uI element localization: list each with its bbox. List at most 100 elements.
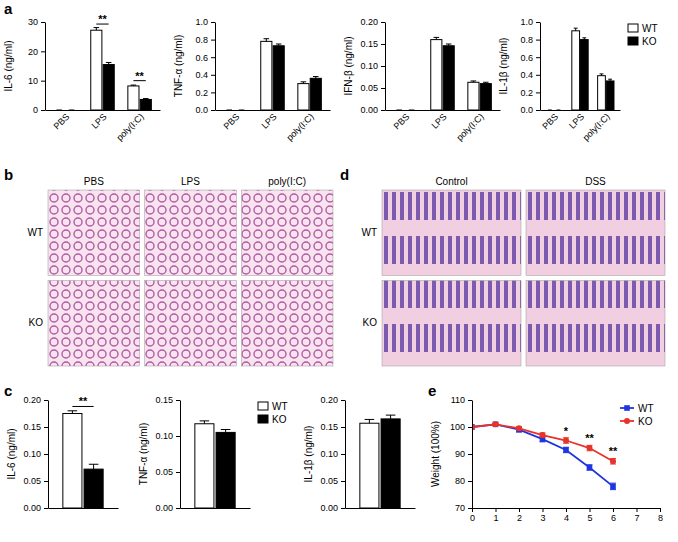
tick-label: 20 (28, 47, 38, 57)
axis: 0.00.20.40.60.81.0 (195, 17, 215, 115)
tick-mark (496, 508, 497, 512)
axis: 0.000.050.100.150.20 (360, 17, 385, 115)
tick-mark (44, 454, 48, 455)
y-axis-title: IL-6 (ng/ml) (6, 428, 17, 479)
tick-mark (468, 454, 472, 455)
micrograph (241, 281, 333, 367)
error-cap (483, 82, 489, 83)
tick-label: 100 (450, 422, 465, 432)
tick-label: 1 (493, 513, 498, 523)
tick: 2 (517, 508, 522, 523)
significance-label: ** (609, 445, 618, 457)
axis: 0.000.050.100.15 (155, 395, 180, 513)
error-cap (600, 73, 604, 74)
tick: 0.05 (360, 83, 385, 93)
marker (563, 438, 569, 444)
tick-label: 4 (564, 513, 569, 523)
tick: poly(I:C) (285, 110, 316, 143)
chart: 0.000.050.100.150.20IL-6 (ng/ml)** (6, 395, 119, 513)
tick-label: 0.05 (320, 476, 338, 486)
panel-label: a (4, 0, 13, 17)
tick: 1 (493, 508, 498, 523)
error-bar (94, 28, 100, 31)
tick-label: 0.00 (360, 105, 378, 115)
marker (493, 421, 499, 427)
tick: 0 (33, 105, 45, 115)
error-cap (264, 38, 270, 39)
error-bar (471, 81, 477, 82)
error-bar (386, 415, 396, 419)
tick: 0.8 (520, 35, 540, 45)
error-cap (313, 76, 319, 77)
error-bar (276, 44, 282, 46)
chart: PBSLPSpoly(I:C)0.00.20.40.60.81.0TNF-α (… (173, 17, 331, 142)
tick-label: 0.20 (360, 17, 378, 27)
tick-mark (381, 110, 385, 111)
axis: PBSLPSpoly(I:C) (46, 110, 161, 143)
tick-mark (543, 508, 544, 512)
chart: PBSLPSpoly(I:C)0102030IL-6 (ng/ml)**** (3, 13, 161, 143)
tick-mark (468, 508, 472, 509)
tick: 0.4 (195, 70, 215, 80)
error-bar (610, 483, 616, 489)
tick: 30 (28, 17, 45, 27)
bar (261, 41, 272, 110)
error-line (390, 415, 391, 419)
micrograph (48, 190, 140, 276)
tick-mark (381, 88, 385, 89)
bar (128, 86, 139, 110)
marker (563, 447, 569, 453)
tick-mark (468, 427, 472, 428)
y-axis-title: TNF-α (ng/ml) (138, 423, 149, 485)
tick-label: 0.20 (23, 395, 41, 405)
legend-swatch (258, 415, 268, 423)
y-axis-title: IL-1β (ng/ml) (498, 38, 509, 95)
bar (298, 84, 309, 110)
error-cap (68, 410, 78, 411)
row-label: KO (363, 317, 378, 328)
axis: PBSLPSpoly(I:C) (216, 110, 331, 143)
tick: 5 (587, 508, 592, 523)
plot-area (63, 411, 103, 508)
tick-label: 0.6 (520, 53, 533, 63)
tick-label: 0 (33, 105, 38, 115)
error-cap (276, 44, 282, 45)
tick: 80 (455, 476, 472, 486)
plot-area (472, 421, 616, 489)
axis (346, 508, 416, 510)
tick-label: 1.0 (520, 17, 533, 27)
axis-line (472, 401, 473, 509)
tick-label: poly(I:C) (455, 112, 486, 143)
y-axis-title: IL-1β (ng/ml) (303, 426, 314, 483)
axis-line (386, 110, 501, 111)
row-label: KO (29, 317, 44, 328)
micrograph (382, 281, 521, 367)
bar (468, 82, 479, 110)
tick-mark (211, 57, 215, 58)
figure: abcdePBSLPSpoly(I:C)WTKOControlDSSWTKOPB… (0, 0, 678, 542)
plot-area (360, 415, 400, 508)
tick-mark (613, 508, 614, 512)
micrograph (526, 190, 665, 276)
error-bar (365, 419, 375, 423)
error-bar (540, 433, 546, 437)
error-cap (200, 420, 210, 421)
tick-label: LPS (429, 112, 448, 131)
tick: poly(I:C) (581, 110, 612, 143)
chart: 012345678708090100110Weight (100%)*****W… (430, 395, 663, 523)
tick-mark (566, 508, 567, 512)
tick-label: poly(I:C) (115, 112, 146, 143)
tick-mark (341, 481, 345, 482)
tick: PBS (392, 110, 412, 131)
tick-label: 0.15 (360, 39, 378, 49)
bar (381, 419, 400, 508)
tick-label: 0.10 (23, 449, 41, 459)
tick-mark (536, 110, 540, 111)
tick: 90 (455, 449, 472, 459)
tick-mark (211, 22, 215, 23)
plot-area (548, 28, 614, 110)
panel-label: e (428, 382, 436, 399)
tick: 0.05 (320, 476, 345, 486)
error-bar (221, 430, 231, 433)
bar (580, 40, 588, 110)
